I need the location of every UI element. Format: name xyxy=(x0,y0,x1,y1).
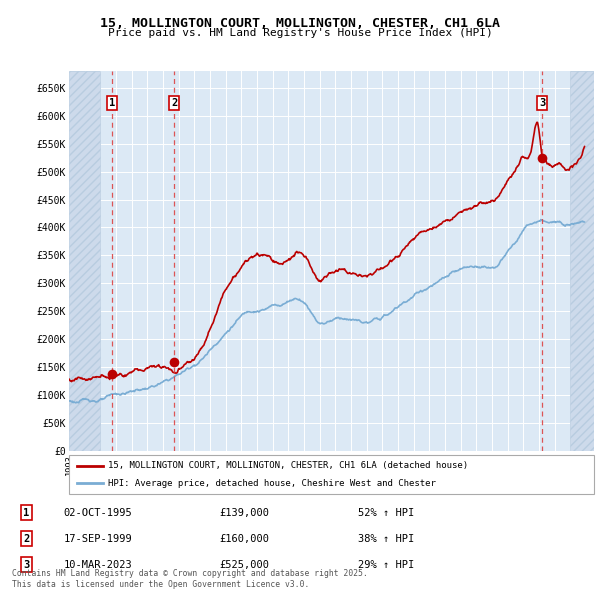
Bar xyxy=(69,71,100,451)
Text: 3: 3 xyxy=(23,560,29,570)
Text: 1: 1 xyxy=(23,507,29,517)
Text: 2: 2 xyxy=(23,534,29,543)
Text: 15, MOLLINGTON COURT, MOLLINGTON, CHESTER, CH1 6LA (detached house): 15, MOLLINGTON COURT, MOLLINGTON, CHESTE… xyxy=(109,461,469,470)
Text: £160,000: £160,000 xyxy=(220,534,269,543)
Text: HPI: Average price, detached house, Cheshire West and Chester: HPI: Average price, detached house, Ches… xyxy=(109,479,436,488)
FancyBboxPatch shape xyxy=(69,455,594,494)
Text: Contains HM Land Registry data © Crown copyright and database right 2025.
This d: Contains HM Land Registry data © Crown c… xyxy=(12,569,368,589)
Text: 10-MAR-2023: 10-MAR-2023 xyxy=(64,560,133,570)
Bar xyxy=(571,71,594,451)
Text: 29% ↑ HPI: 29% ↑ HPI xyxy=(358,560,414,570)
Text: 3: 3 xyxy=(539,98,545,108)
Text: 52% ↑ HPI: 52% ↑ HPI xyxy=(358,507,414,517)
Text: 15, MOLLINGTON COURT, MOLLINGTON, CHESTER, CH1 6LA: 15, MOLLINGTON COURT, MOLLINGTON, CHESTE… xyxy=(100,17,500,30)
Text: 1: 1 xyxy=(109,98,115,108)
Text: 17-SEP-1999: 17-SEP-1999 xyxy=(64,534,133,543)
Text: 02-OCT-1995: 02-OCT-1995 xyxy=(64,507,133,517)
Text: £525,000: £525,000 xyxy=(220,560,269,570)
Text: £139,000: £139,000 xyxy=(220,507,269,517)
Text: 38% ↑ HPI: 38% ↑ HPI xyxy=(358,534,414,543)
Text: 2: 2 xyxy=(171,98,177,108)
Text: Price paid vs. HM Land Registry's House Price Index (HPI): Price paid vs. HM Land Registry's House … xyxy=(107,28,493,38)
